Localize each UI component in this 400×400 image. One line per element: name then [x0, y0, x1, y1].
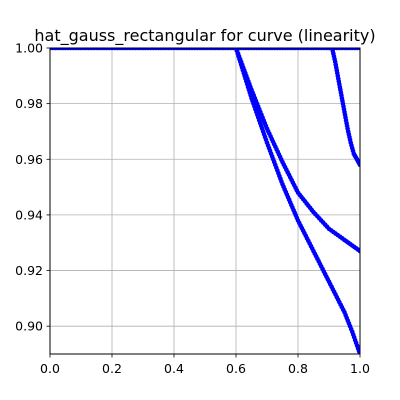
- x-tick-label: 0.2: [102, 361, 122, 376]
- scatter-points: [50, 48, 360, 354]
- data-point: [357, 48, 360, 51]
- grid: [49, 47, 361, 354]
- y-tick-label: 0.98: [15, 96, 43, 111]
- x-axis: 0.0 0.2 0.4 0.6 0.8 1.0: [40, 354, 370, 376]
- y-tick-label: 0.90: [15, 319, 43, 334]
- x-tick-label: 0.8: [288, 361, 308, 376]
- series-1: [50, 48, 239, 51]
- y-tick-label: 0.96: [15, 152, 43, 167]
- data-point: [357, 351, 360, 354]
- data-point: [357, 162, 360, 168]
- y-tick-label: 0.92: [15, 263, 43, 278]
- y-tick-label: 1.00: [15, 41, 43, 56]
- data-point: [357, 248, 360, 254]
- x-tick-label: 1.0: [350, 361, 370, 376]
- series-4: [329, 48, 360, 168]
- x-tick-label: 0.0: [40, 361, 60, 376]
- chart-title: hat_gauss_rectangular for curve (lineari…: [34, 26, 375, 46]
- y-tick-label: 0.94: [15, 207, 43, 222]
- plot-frame: [49, 47, 361, 355]
- series-5: [233, 48, 360, 51]
- series-3: [233, 48, 360, 254]
- x-tick-label: 0.6: [226, 361, 246, 376]
- x-tick-label: 0.4: [164, 361, 184, 376]
- y-axis: 0.90 0.92 0.94 0.96 0.98 1.00: [15, 41, 50, 334]
